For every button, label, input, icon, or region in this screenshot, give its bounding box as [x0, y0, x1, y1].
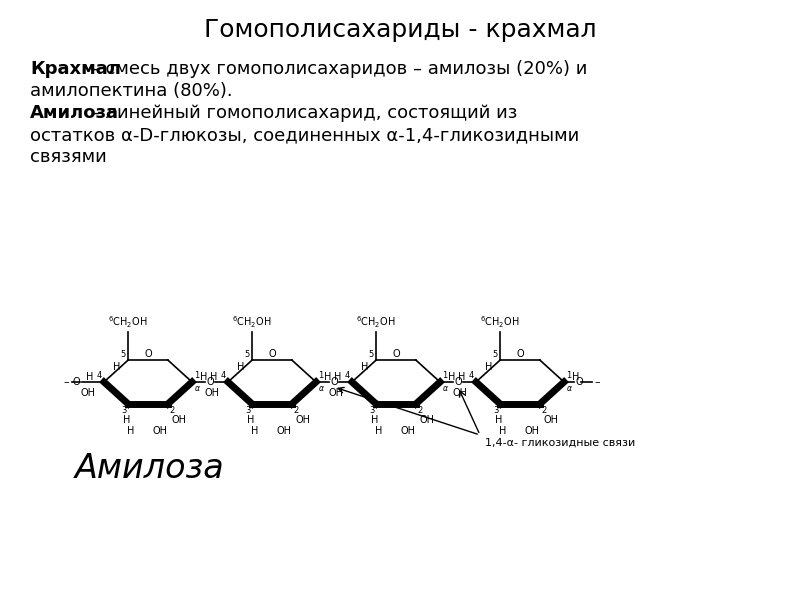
- Text: – линейный гомополисахарид, состоящий из: – линейный гомополисахарид, состоящий из: [85, 104, 517, 122]
- Text: 1: 1: [318, 371, 323, 380]
- Text: 3: 3: [121, 406, 126, 415]
- Text: H: H: [250, 426, 258, 436]
- Text: 1: 1: [566, 371, 571, 380]
- Text: $\alpha$: $\alpha$: [318, 384, 325, 393]
- Text: связями: связями: [30, 148, 106, 166]
- Text: – смесь двух гомополисахаридов – амилозы (20%) и: – смесь двух гомополисахаридов – амилозы…: [85, 60, 587, 78]
- Text: Гомополисахариды - крахмал: Гомополисахариды - крахмал: [204, 18, 596, 42]
- Text: Амилоза: Амилоза: [75, 452, 225, 485]
- Text: 4: 4: [97, 371, 102, 380]
- Text: OH: OH: [81, 388, 95, 398]
- Text: H: H: [374, 426, 382, 436]
- Text: H: H: [485, 362, 492, 372]
- Text: Амилоза: Амилоза: [30, 104, 119, 122]
- Text: OH: OH: [296, 415, 310, 425]
- Text: 4: 4: [221, 371, 226, 380]
- Text: OH: OH: [400, 426, 415, 436]
- Text: H: H: [86, 372, 94, 382]
- Text: O: O: [268, 349, 276, 359]
- Text: O: O: [206, 377, 214, 387]
- Text: $^{6}$CH$_{2}$OH: $^{6}$CH$_{2}$OH: [232, 314, 272, 330]
- Text: 3: 3: [245, 406, 250, 415]
- Text: 3: 3: [369, 406, 374, 415]
- Text: H: H: [122, 415, 130, 425]
- Text: $^{6}$CH$_{2}$OH: $^{6}$CH$_{2}$OH: [480, 314, 520, 330]
- Text: OH: OH: [329, 388, 343, 398]
- Text: OH: OH: [524, 426, 539, 436]
- Text: H: H: [448, 372, 456, 382]
- Text: O: O: [330, 377, 338, 387]
- Text: H: H: [572, 372, 580, 382]
- Text: OH: OH: [276, 426, 291, 436]
- Text: OH: OH: [453, 388, 467, 398]
- Text: 5: 5: [120, 350, 125, 359]
- Text: H: H: [494, 415, 502, 425]
- Text: –: –: [594, 377, 600, 387]
- Text: 1: 1: [442, 371, 447, 380]
- Text: H: H: [210, 372, 218, 382]
- Text: O: O: [72, 377, 80, 387]
- Text: –: –: [63, 377, 69, 387]
- Text: H: H: [370, 415, 378, 425]
- Text: OH: OH: [544, 415, 558, 425]
- Text: H: H: [361, 362, 368, 372]
- Text: H: H: [498, 426, 506, 436]
- Text: 5: 5: [368, 350, 373, 359]
- Text: остатков α-D-глюкозы, соединенных α-1,4-гликозидными: остатков α-D-глюкозы, соединенных α-1,4-…: [30, 126, 579, 144]
- Text: O: O: [454, 377, 462, 387]
- Text: 5: 5: [244, 350, 250, 359]
- Text: OH: OH: [205, 388, 219, 398]
- Text: H: H: [246, 415, 254, 425]
- Text: H: H: [126, 426, 134, 436]
- Text: OH: OH: [172, 415, 187, 425]
- Text: 5: 5: [492, 350, 498, 359]
- Text: O: O: [516, 349, 524, 359]
- Text: амилопектина (80%).: амилопектина (80%).: [30, 82, 233, 100]
- Text: 1,4-α- гликозидные связи: 1,4-α- гликозидные связи: [485, 438, 635, 448]
- Text: 2: 2: [294, 406, 299, 415]
- Text: H: H: [237, 362, 244, 372]
- Text: 2: 2: [170, 406, 175, 415]
- Text: O: O: [392, 349, 400, 359]
- Text: H: H: [334, 372, 342, 382]
- Text: $^{6}$CH$_{2}$OH: $^{6}$CH$_{2}$OH: [108, 314, 148, 330]
- Text: H: H: [113, 362, 120, 372]
- Text: OH: OH: [152, 426, 167, 436]
- Text: H: H: [200, 372, 208, 382]
- Text: $\alpha$: $\alpha$: [194, 384, 201, 393]
- Text: 4: 4: [469, 371, 474, 380]
- Text: O: O: [576, 377, 584, 387]
- Text: 1: 1: [194, 371, 199, 380]
- Text: 2: 2: [542, 406, 547, 415]
- Text: 3: 3: [493, 406, 498, 415]
- Text: O: O: [144, 349, 152, 359]
- Text: 4: 4: [345, 371, 350, 380]
- Text: H: H: [324, 372, 332, 382]
- Text: 2: 2: [418, 406, 423, 415]
- Text: $\alpha$: $\alpha$: [566, 384, 573, 393]
- Text: H: H: [458, 372, 466, 382]
- Text: $^{6}$CH$_{2}$OH: $^{6}$CH$_{2}$OH: [356, 314, 396, 330]
- Text: OH: OH: [420, 415, 435, 425]
- Text: Крахмал: Крахмал: [30, 60, 121, 78]
- Text: $\alpha$: $\alpha$: [442, 384, 449, 393]
